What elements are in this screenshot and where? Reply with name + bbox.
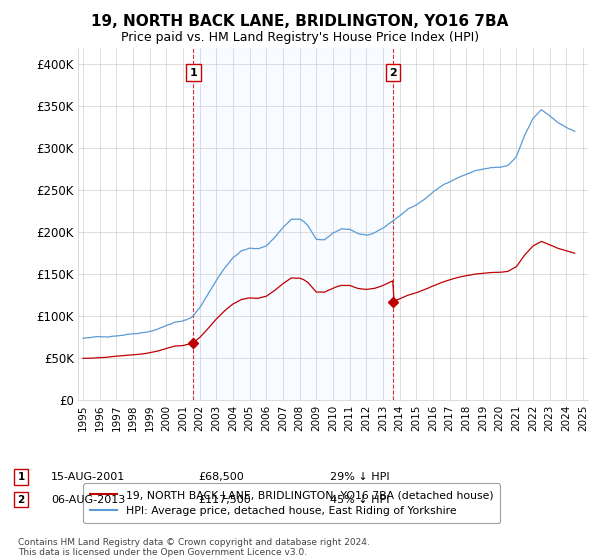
Text: 1: 1 xyxy=(190,68,197,78)
Text: 1: 1 xyxy=(17,472,25,482)
Text: £68,500: £68,500 xyxy=(198,472,244,482)
Text: 45% ↓ HPI: 45% ↓ HPI xyxy=(330,494,389,505)
Text: 06-AUG-2013: 06-AUG-2013 xyxy=(51,494,125,505)
Bar xyxy=(193,48,393,400)
Text: 29% ↓ HPI: 29% ↓ HPI xyxy=(330,472,389,482)
Text: Price paid vs. HM Land Registry's House Price Index (HPI): Price paid vs. HM Land Registry's House … xyxy=(121,31,479,44)
Text: 2: 2 xyxy=(389,68,397,78)
Text: 19, NORTH BACK LANE, BRIDLINGTON, YO16 7BA: 19, NORTH BACK LANE, BRIDLINGTON, YO16 7… xyxy=(91,14,509,29)
Text: 2: 2 xyxy=(17,494,25,505)
Text: 15-AUG-2001: 15-AUG-2001 xyxy=(51,472,125,482)
Text: Contains HM Land Registry data © Crown copyright and database right 2024.
This d: Contains HM Land Registry data © Crown c… xyxy=(18,538,370,557)
Text: £117,500: £117,500 xyxy=(198,494,251,505)
Legend: 19, NORTH BACK LANE, BRIDLINGTON, YO16 7BA (detached house), HPI: Average price,: 19, NORTH BACK LANE, BRIDLINGTON, YO16 7… xyxy=(83,483,500,523)
